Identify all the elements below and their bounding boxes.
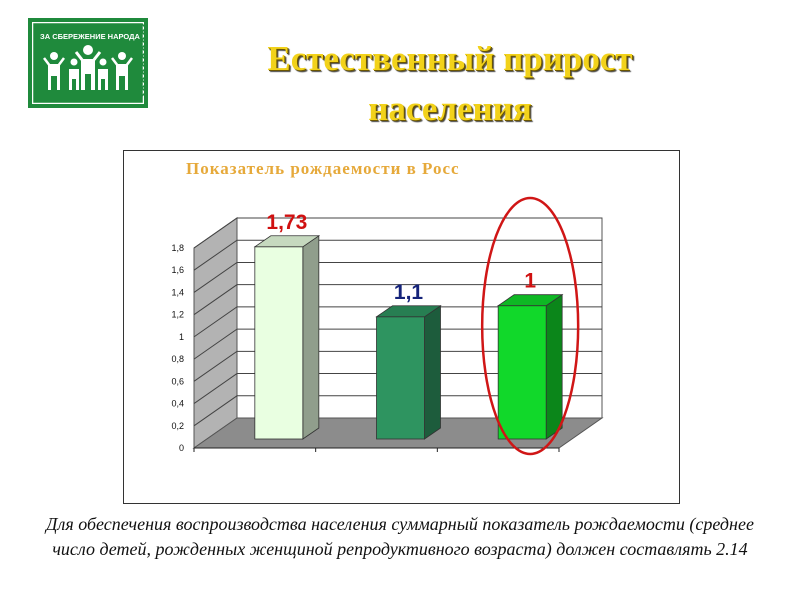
bar-side bbox=[545, 293, 563, 440]
logo: ЗА СБЕРЕЖЕНИЕ НАРОДА bbox=[28, 18, 148, 112]
gridline bbox=[193, 350, 602, 382]
y-tick-label: 1,8 bbox=[171, 243, 184, 253]
y-tick-label: 1 bbox=[179, 332, 184, 342]
bar-side bbox=[424, 305, 441, 440]
bar-2 bbox=[375, 305, 442, 440]
data-label: 1,1 bbox=[394, 281, 424, 304]
bar-top bbox=[496, 294, 564, 307]
slide-caption: Для обеспечения воспроизводства населени… bbox=[46, 514, 754, 559]
gridline bbox=[193, 217, 602, 249]
family-figures-icon bbox=[43, 45, 133, 90]
logo-text: ЗА СБЕРЕЖЕНИЕ НАРОДА bbox=[40, 32, 141, 41]
y-tick-label: 0,4 bbox=[171, 399, 184, 409]
bar-3 bbox=[496, 293, 564, 440]
bar-top bbox=[253, 235, 321, 248]
gridline bbox=[193, 373, 602, 404]
gridline bbox=[193, 284, 602, 316]
gridline bbox=[193, 395, 602, 427]
slide-title-line-2: населения bbox=[368, 89, 532, 128]
y-tick-label: 1,2 bbox=[171, 310, 184, 320]
data-label: 1,73 bbox=[266, 211, 307, 234]
gridline bbox=[193, 306, 602, 338]
bar-front bbox=[254, 246, 304, 440]
bar-side bbox=[302, 235, 320, 440]
bar-chart: 0 0,2 0,4 0,6 0,8 1 1,2 1,4 1,6 1,8 1,73 1,1 1 bbox=[171, 196, 604, 456]
bar-front bbox=[376, 316, 425, 440]
y-tick-label: 0,6 bbox=[171, 376, 184, 386]
y-tick-label: 1,6 bbox=[171, 265, 184, 275]
bar-front bbox=[497, 305, 547, 440]
y-tick-label: 0 bbox=[179, 443, 184, 453]
slide-title: Естественный прирост населения bbox=[190, 34, 710, 134]
gridline bbox=[193, 239, 602, 271]
y-tick-label: 0,8 bbox=[171, 354, 184, 364]
bar-top bbox=[375, 305, 442, 318]
chart-frame: Показатель рождаемости в Росс 0 0,2 0,4 0,6… bbox=[123, 150, 680, 504]
slide-title-line-1: Естественный прирост bbox=[267, 39, 633, 78]
highlight-ellipse bbox=[480, 196, 580, 456]
bar-1 bbox=[253, 235, 321, 440]
chart-side-wall bbox=[193, 217, 238, 449]
chart-title: Показатель рождаемости в Росс bbox=[186, 159, 460, 178]
data-label: 1 bbox=[524, 270, 536, 293]
gridline bbox=[193, 261, 602, 293]
y-tick-label: 0,2 bbox=[171, 421, 184, 431]
gridline bbox=[193, 328, 602, 360]
y-tick-label: 1,4 bbox=[171, 287, 184, 297]
